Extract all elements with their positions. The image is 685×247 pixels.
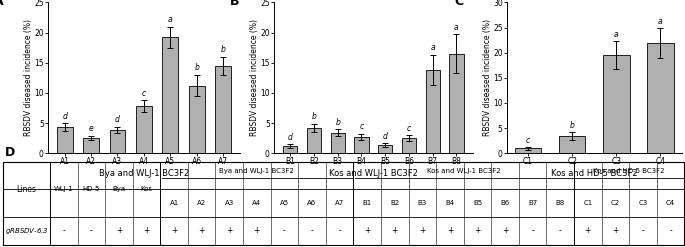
Bar <box>110 130 125 153</box>
Text: a: a <box>454 23 459 32</box>
Text: +: + <box>253 226 260 235</box>
Text: A4: A4 <box>252 200 262 206</box>
Text: +: + <box>502 226 508 235</box>
Text: -: - <box>559 226 562 235</box>
Text: A5: A5 <box>280 200 289 206</box>
Text: +: + <box>364 226 371 235</box>
Y-axis label: RBSDV diseased incidence (%): RBSDV diseased incidence (%) <box>250 19 259 136</box>
Bar <box>83 138 99 153</box>
Text: C2: C2 <box>611 200 620 206</box>
Text: A7: A7 <box>335 200 344 206</box>
Bar <box>189 86 205 153</box>
Bar <box>402 138 416 153</box>
Text: B5: B5 <box>473 200 482 206</box>
Text: -: - <box>532 226 534 235</box>
Text: +: + <box>474 226 481 235</box>
Text: Bya and WLJ-1 BC3F2: Bya and WLJ-1 BC3F2 <box>219 168 295 174</box>
Text: +: + <box>419 226 425 235</box>
Text: d: d <box>115 115 120 124</box>
Text: C3: C3 <box>638 200 647 206</box>
Text: -: - <box>310 226 313 235</box>
Text: B1: B1 <box>362 200 372 206</box>
Text: b: b <box>221 45 225 54</box>
Text: +: + <box>392 226 398 235</box>
Bar <box>162 38 178 153</box>
Text: +: + <box>584 226 591 235</box>
Text: -: - <box>283 226 286 235</box>
Text: a: a <box>168 15 173 24</box>
Text: B6: B6 <box>501 200 510 206</box>
Text: WLJ-1: WLJ-1 <box>54 186 73 192</box>
Text: e: e <box>88 124 93 133</box>
Text: -: - <box>669 226 672 235</box>
Bar <box>307 128 321 153</box>
Bar <box>136 106 152 153</box>
Text: b: b <box>312 112 316 121</box>
Bar <box>57 127 73 153</box>
Bar <box>559 136 586 153</box>
Text: +: + <box>116 226 122 235</box>
X-axis label: Kos and WLJ-1 BC3F2: Kos and WLJ-1 BC3F2 <box>329 169 418 178</box>
Text: Kos and HD-5 BC3F2: Kos and HD-5 BC3F2 <box>593 168 665 174</box>
Bar <box>354 137 369 153</box>
Text: +: + <box>226 226 232 235</box>
Text: A2: A2 <box>197 200 206 206</box>
Text: -: - <box>338 226 341 235</box>
Text: Lines: Lines <box>16 185 37 194</box>
Text: d: d <box>288 133 292 142</box>
Text: +: + <box>447 226 453 235</box>
Text: B: B <box>230 0 240 8</box>
Text: C4: C4 <box>666 200 675 206</box>
Bar <box>647 43 673 153</box>
Text: Bya: Bya <box>112 186 125 192</box>
Text: C: C <box>454 0 464 8</box>
Text: A: A <box>0 0 4 8</box>
Text: b: b <box>335 118 340 127</box>
Text: A1: A1 <box>169 200 179 206</box>
Text: d: d <box>383 132 388 141</box>
Text: A3: A3 <box>225 200 234 206</box>
Text: b: b <box>195 63 199 72</box>
Y-axis label: RBSDV diseased incidence (%): RBSDV diseased incidence (%) <box>483 19 492 136</box>
Text: a: a <box>658 17 662 26</box>
Bar <box>215 66 231 153</box>
Text: +: + <box>612 226 619 235</box>
Text: c: c <box>407 124 411 133</box>
Text: c: c <box>360 123 364 131</box>
Bar <box>283 146 297 153</box>
Text: B2: B2 <box>390 200 399 206</box>
Text: a: a <box>614 30 619 39</box>
Text: Kos and WLJ-1 BC3F2: Kos and WLJ-1 BC3F2 <box>427 168 501 174</box>
Bar <box>515 148 541 153</box>
Text: d: d <box>62 112 67 121</box>
X-axis label: Kos and HD-5 BC3F2: Kos and HD-5 BC3F2 <box>551 169 638 178</box>
Text: -: - <box>642 226 645 235</box>
Bar <box>449 54 464 153</box>
Y-axis label: RBSDV diseased incidence (%): RBSDV diseased incidence (%) <box>24 19 33 136</box>
Text: B3: B3 <box>418 200 427 206</box>
Text: +: + <box>143 226 150 235</box>
Text: +: + <box>199 226 205 235</box>
X-axis label: Bya and WLJ-1 BC3F2: Bya and WLJ-1 BC3F2 <box>99 169 189 178</box>
Text: Kos: Kos <box>140 186 153 192</box>
Text: B7: B7 <box>528 200 537 206</box>
Text: b: b <box>570 121 575 129</box>
Bar <box>425 70 440 153</box>
Text: -: - <box>62 226 65 235</box>
Text: C1: C1 <box>583 200 593 206</box>
Text: a: a <box>430 43 435 53</box>
Text: A6: A6 <box>308 200 316 206</box>
Text: D: D <box>5 146 15 159</box>
Text: $g$RBSDV-6.3: $g$RBSDV-6.3 <box>5 226 49 236</box>
Text: +: + <box>171 226 177 235</box>
Text: c: c <box>526 136 530 144</box>
Text: B4: B4 <box>445 200 454 206</box>
Bar <box>331 133 345 153</box>
Text: B8: B8 <box>556 200 565 206</box>
Text: c: c <box>142 89 146 98</box>
Bar <box>378 145 393 153</box>
Bar <box>603 55 630 153</box>
Text: -: - <box>90 226 92 235</box>
Text: HD-5: HD-5 <box>83 186 100 192</box>
